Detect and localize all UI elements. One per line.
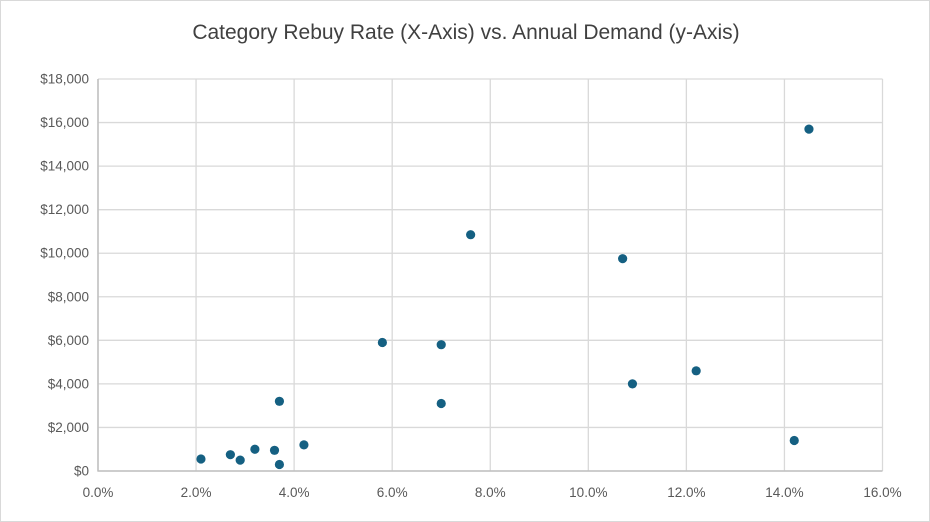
data-point <box>436 398 446 409</box>
y-tick-label: $4,000 <box>48 376 89 391</box>
x-tick-label: 0.0% <box>83 485 114 500</box>
gridlines <box>97 78 884 472</box>
data-point <box>250 444 260 454</box>
data-point <box>274 396 285 406</box>
data-point <box>627 379 638 389</box>
chart-title: Category Rebuy Rate (X-Axis) vs. Annual … <box>192 21 740 44</box>
y-tick-label: $14,000 <box>40 159 89 174</box>
data-point <box>466 230 476 240</box>
data-point <box>196 454 206 464</box>
data-point <box>804 124 814 134</box>
x-tick-label: 2.0% <box>181 485 212 500</box>
x-tick-label: 10.0% <box>569 485 607 500</box>
y-tick-label: $8,000 <box>48 289 89 304</box>
data-point <box>269 445 280 455</box>
y-tick-label: $6,000 <box>48 333 89 348</box>
x-tick-label: 4.0% <box>279 485 310 500</box>
x-tick-label: 16.0% <box>863 485 901 500</box>
data-point <box>299 440 309 450</box>
data-point <box>618 254 628 264</box>
data-point <box>789 435 799 446</box>
axis-tick-labels: 0.0% 2.0% 4.0% 6.0% 8.0% 10.0% 12.0% 14.0% 16.0%… <box>40 72 901 501</box>
x-tick-label: 6.0% <box>377 485 408 500</box>
data-points <box>196 124 814 470</box>
y-tick-label: $0 <box>74 464 89 479</box>
data-point <box>235 455 245 465</box>
x-tick-label: 14.0% <box>765 485 803 500</box>
axis-lines <box>97 79 883 472</box>
data-point <box>225 450 235 460</box>
y-tick-label: $18,000 <box>40 72 89 87</box>
y-tick-label: $10,000 <box>40 246 89 261</box>
y-tick-label: $12,000 <box>40 202 89 217</box>
data-point <box>274 459 285 470</box>
data-point <box>377 337 387 348</box>
y-tick-label: $16,000 <box>40 115 89 130</box>
data-point <box>691 366 701 376</box>
x-tick-label: 12.0% <box>667 485 705 500</box>
data-point <box>436 340 446 350</box>
y-tick-label: $2,000 <box>48 420 89 435</box>
x-tick-label: 8.0% <box>475 485 506 500</box>
